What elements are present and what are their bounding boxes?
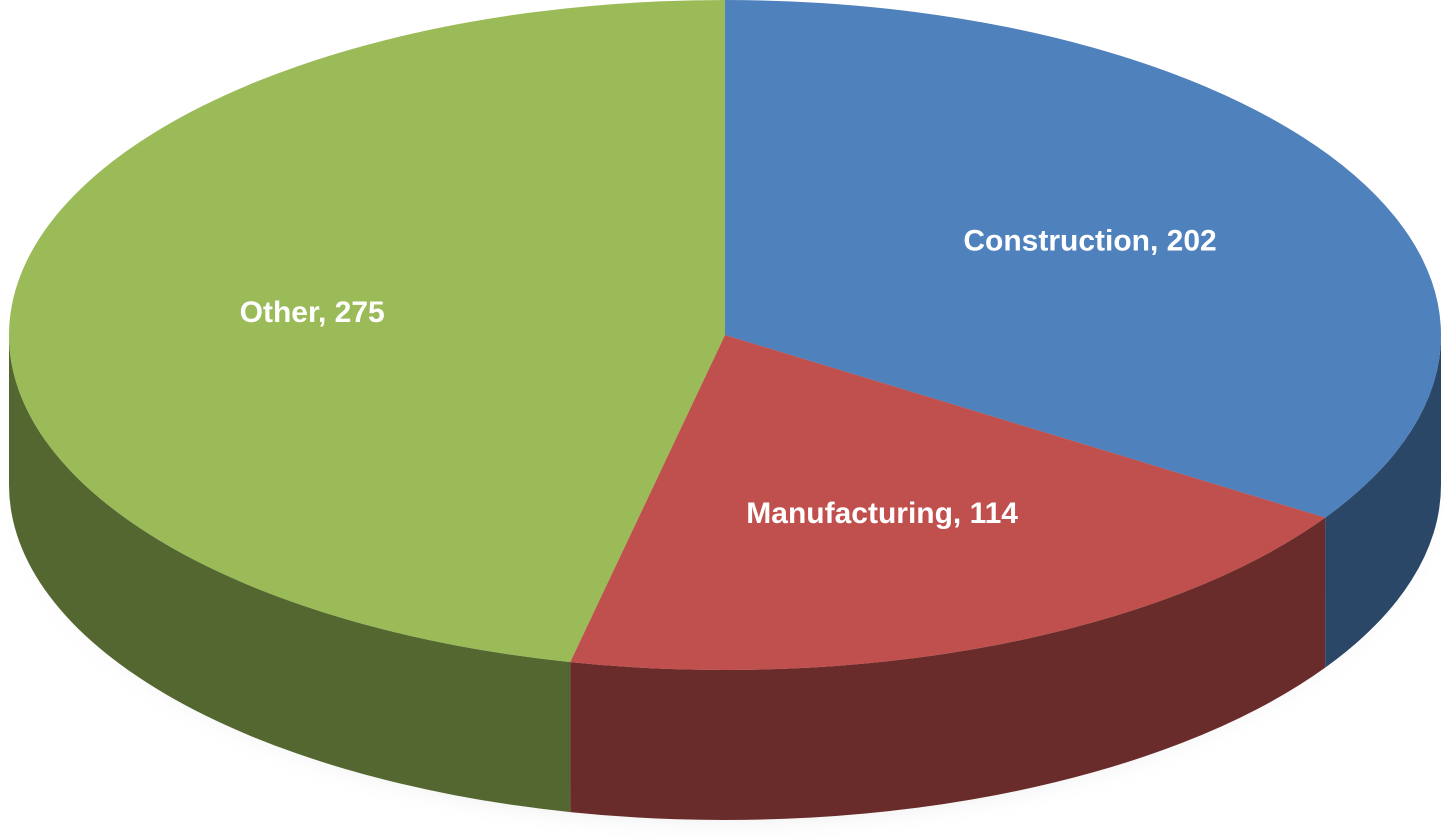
slice <box>570 335 1326 670</box>
slice-side <box>1325 335 1441 668</box>
data-label: Construction, 202 <box>963 224 1216 257</box>
data-label: Manufacturing, 114 <box>746 497 1018 530</box>
slice <box>9 0 726 663</box>
slice <box>725 0 1441 518</box>
data-label: Other, 275 <box>240 296 385 329</box>
slice-side <box>9 335 571 813</box>
slice-side <box>570 517 1326 820</box>
